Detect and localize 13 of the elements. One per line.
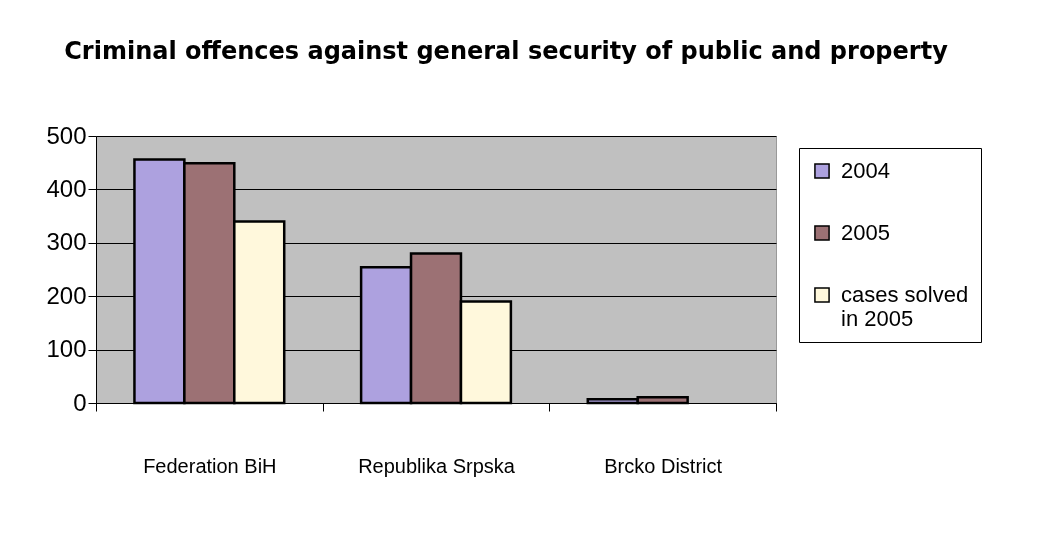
y-tick-label: 100 bbox=[46, 335, 87, 363]
x-tick-label: Brcko District bbox=[604, 454, 723, 477]
y-tick-label: 500 bbox=[46, 121, 87, 149]
legend-label: cases solved in 2005 bbox=[841, 282, 969, 331]
legend-label: 2004 bbox=[841, 158, 890, 183]
y-tick-label: 0 bbox=[73, 388, 87, 416]
chart-title: Criminal offences against general security of public and property bbox=[64, 37, 949, 65]
y-tick-label: 300 bbox=[46, 228, 87, 256]
legend-label: 2005 bbox=[841, 220, 890, 245]
x-tick-label: Republika Srpska bbox=[358, 454, 516, 477]
y-tick-label: 400 bbox=[46, 174, 87, 202]
x-tick-label: Federation BiH bbox=[143, 454, 277, 477]
y-tick-label: 200 bbox=[46, 281, 87, 309]
